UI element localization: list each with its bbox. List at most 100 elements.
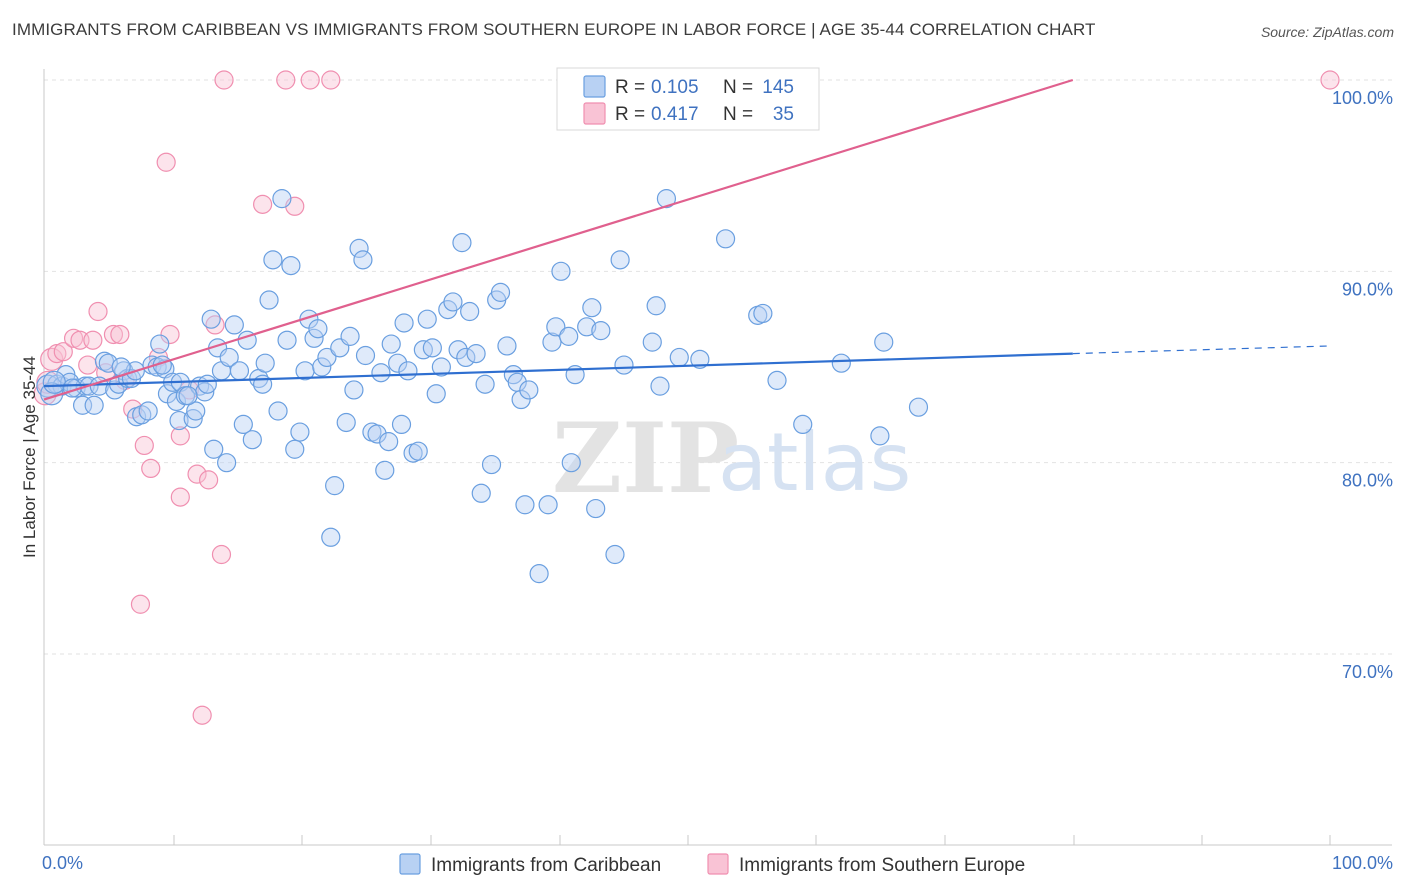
caribbean-point: [874, 332, 894, 352]
y-tick-label-100: 100.0%: [1332, 88, 1393, 108]
caribbean-point: [317, 347, 337, 368]
caribbean-point: [460, 301, 480, 322]
caribbean-point: [336, 412, 356, 433]
caribbean-point: [84, 395, 104, 415]
bottom-legend-label-caribbean: Immigrants from Caribbean: [431, 855, 661, 876]
caribbean-point: [431, 357, 451, 377]
caribbean-point: [466, 344, 486, 364]
caribbean-point: [388, 353, 408, 373]
southern-europe-point: [214, 70, 234, 90]
caribbean-point: [669, 347, 689, 368]
caribbean-point: [715, 229, 736, 249]
caribbean-point: [398, 361, 418, 381]
caribbean-point: [417, 309, 437, 329]
trend-lines: [43, 78, 1331, 401]
caribbean-point: [178, 386, 198, 406]
caribbean-trend-line: [43, 352, 1073, 388]
caribbean-point: [72, 395, 93, 415]
southern-europe-point: [134, 435, 154, 456]
watermark-atlas: atlas: [718, 416, 911, 509]
caribbean-point: [591, 321, 611, 341]
caribbean-point: [263, 250, 283, 270]
southern-europe-point: [130, 594, 151, 614]
y-tick-labels: 100.0% 90.0% 80.0% 70.0%: [1332, 88, 1393, 682]
caribbean-trend-extension: [1072, 345, 1331, 355]
caribbean-point: [272, 189, 292, 209]
caribbean-point: [490, 282, 511, 302]
y-tick-label-90: 90.0%: [1342, 279, 1393, 299]
caribbean-point: [290, 422, 310, 442]
caribbean-point: [268, 401, 288, 421]
caribbean-point: [201, 309, 221, 329]
caribbean-point: [610, 250, 630, 270]
y-axis-label: In Labor Force | Age 35-44: [20, 356, 39, 558]
caribbean-point: [304, 328, 324, 348]
caribbean-point: [42, 370, 66, 394]
bottom-legend-label-southern-europe: Immigrants from Southern Europe: [739, 855, 1025, 876]
legend-r-label-1: R =: [615, 77, 645, 98]
caribbean-point: [281, 255, 301, 276]
caribbean-point: [497, 336, 517, 356]
caribbean-point: [471, 483, 491, 503]
southern-europe-point: [170, 487, 190, 507]
caribbean-point: [511, 389, 531, 410]
southern-europe-point: [192, 705, 212, 725]
caribbean-point: [529, 564, 549, 584]
caribbean-point: [426, 384, 446, 404]
y-tick-label-70: 70.0%: [1342, 662, 1393, 682]
caribbean-point: [253, 374, 273, 394]
southern-europe-point: [1320, 70, 1340, 90]
caribbean-point: [321, 527, 341, 547]
y-tick-label-80: 80.0%: [1342, 471, 1393, 491]
caribbean-point: [277, 330, 297, 350]
legend-swatch-caribbean: [583, 75, 606, 98]
southern-europe-point: [170, 426, 190, 446]
caribbean-point: [908, 397, 929, 417]
caribbean-point: [259, 290, 279, 310]
caribbean-point: [561, 453, 581, 473]
caribbean-point: [183, 409, 203, 429]
x-ticks: [43, 835, 1331, 845]
southern-europe-point: [156, 152, 176, 172]
caribbean-point: [475, 374, 495, 394]
southern-europe-point: [321, 70, 341, 90]
caribbean-point: [870, 426, 890, 446]
caribbean-point: [308, 319, 328, 339]
caribbean-point: [586, 498, 606, 519]
caribbean-point: [394, 313, 414, 333]
caribbean-point: [219, 347, 239, 368]
caribbean-point: [285, 439, 305, 459]
caribbean-point: [344, 380, 364, 400]
caribbean-point: [224, 315, 244, 335]
legend-r-value-1: 0.105: [651, 77, 699, 98]
caribbean-point: [452, 233, 472, 253]
bottom-legend-swatch-southern-europe: [707, 853, 729, 875]
legend-r-value-2: 0.417: [651, 104, 699, 125]
caribbean-point: [255, 353, 275, 373]
legend-n-label-1: N =: [723, 77, 753, 98]
southern-europe-point: [40, 347, 64, 371]
caribbean-point: [381, 334, 401, 354]
caribbean-point: [379, 432, 399, 452]
caribbean-point: [353, 250, 373, 270]
caribbean-point: [753, 303, 773, 324]
legend-n-value-1: 145: [762, 77, 794, 98]
caribbean-point: [793, 414, 813, 434]
caribbean-point: [98, 353, 118, 373]
bottom-legend-swatch-caribbean: [399, 853, 421, 875]
caribbean-point: [559, 326, 579, 346]
caribbean-point: [767, 370, 787, 390]
caribbean-point: [605, 544, 625, 565]
watermark: ZIP atlas: [552, 402, 911, 515]
southern-europe-point: [199, 470, 219, 490]
caribbean-point: [542, 332, 562, 352]
southern-europe-point: [141, 458, 161, 479]
caribbean-point: [646, 296, 666, 316]
caribbean-point: [515, 495, 535, 515]
southern-europe-point: [211, 544, 232, 565]
x-tick-label-min: 0.0%: [42, 853, 83, 873]
caribbean-point: [204, 439, 224, 459]
caribbean-point: [422, 338, 442, 358]
caribbean-point: [312, 357, 332, 377]
